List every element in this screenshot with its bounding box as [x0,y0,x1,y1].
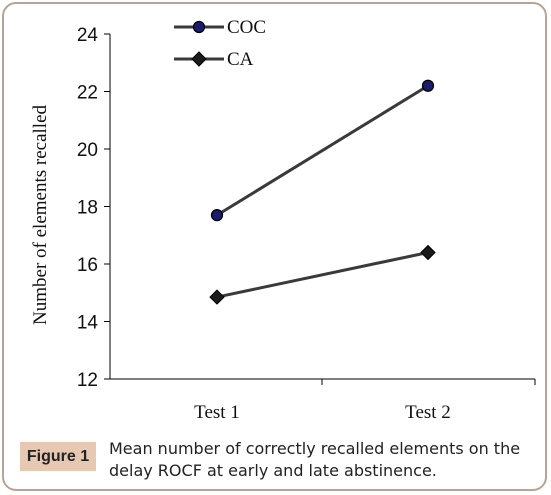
figure-caption-text: Mean number of correctly recalled elemen… [109,439,521,480]
line-chart: Number of elements recalled 12 14 16 18 20 22… [30,17,536,423]
legend-label-ca: CA [227,49,254,70]
y-tick-label: 24 [77,25,99,46]
data-point-coc [210,209,224,222]
y-tick-label: 12 [77,370,98,391]
figure-frame [2,2,547,491]
y-tick-label: 16 [77,255,98,276]
legend-marker-ca [191,51,207,67]
data-point-ca [420,244,436,261]
y-tick-label: 22 [77,83,98,104]
legend-marker-coc [192,20,206,34]
x-tick-label: Test 1 [194,402,240,423]
figure-caption: Figure 1 Mean number of correctly recall… [20,438,540,486]
y-tick-label: 20 [77,140,98,161]
series-line-coc [216,84,429,217]
data-point-coc [421,79,435,92]
y-tick-label: 18 [77,198,98,219]
figure-label: Figure 1 [20,442,96,471]
series-line-ca [216,251,429,299]
y-tick-label: 14 [77,313,99,334]
legend-label-coc: COC [227,17,266,38]
plot-area: 12 14 16 18 20 22 24 Test 1 Test 2 COC CA [77,17,536,423]
y-axis-label: Number of elements recalled [30,105,51,325]
x-tick-label: Test 2 [405,402,451,423]
data-point-ca [209,289,225,305]
